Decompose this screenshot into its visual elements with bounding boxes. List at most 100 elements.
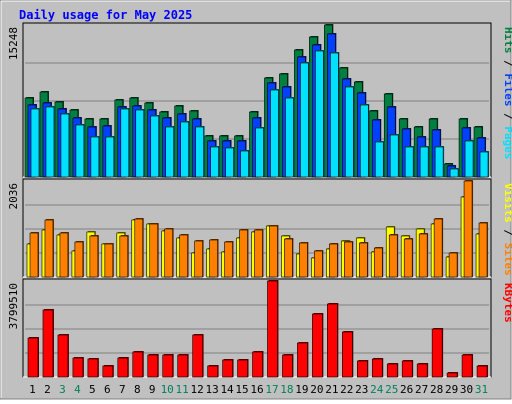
bar-kbytes-day-15	[237, 359, 248, 378]
x-tick-label-1: 1	[29, 383, 36, 396]
bar-kbytes-day-20	[312, 313, 323, 378]
x-tick-label-21: 21	[325, 383, 338, 396]
bar-pages-day-20	[315, 50, 324, 178]
legend: KBytes	[502, 283, 512, 323]
bar-pages-day-16	[255, 127, 264, 178]
bar-kbytes-day-28	[431, 328, 443, 378]
x-tick-label-15: 15	[235, 383, 248, 396]
legend-item-sites: Sites	[502, 243, 512, 276]
bar-kbytes-day-11	[177, 354, 188, 378]
x-tick-label-12: 12	[191, 383, 204, 396]
bar-sites-day-13	[209, 239, 218, 278]
bar-kbytes-day-1	[27, 337, 39, 378]
bar-sites-day-1	[29, 232, 39, 278]
bar-sites-day-24	[373, 247, 383, 278]
bar-sites-day-16	[254, 229, 263, 278]
bar-pages-day-13	[210, 146, 219, 178]
bar-pages-day-8	[135, 109, 145, 178]
bar-pages-day-11	[180, 121, 189, 178]
legend-separator: /	[502, 54, 512, 74]
bar-kbytes-day-4	[72, 357, 84, 378]
x-tick-label-7: 7	[119, 383, 126, 396]
bar-pages-day-18	[285, 97, 294, 178]
bar-kbytes-day-2	[42, 309, 54, 378]
x-tick-label-17: 17	[265, 383, 278, 396]
chart-panel-2: 2036 Visits / Sites	[7, 178, 512, 278]
x-tick-label-6: 6	[104, 383, 111, 396]
bar-sites-day-23	[358, 242, 368, 278]
x-tick-label-31: 31	[475, 383, 488, 396]
bar-kbytes-day-9	[147, 354, 159, 378]
bar-pages-day-10	[165, 126, 175, 178]
legend: Hits / Files / Pages	[502, 27, 512, 160]
x-tick-label-19: 19	[295, 383, 308, 396]
bar-sites-day-29	[448, 252, 458, 278]
bar-kbytes-day-30	[461, 354, 473, 378]
bar-pages-day-26	[404, 146, 414, 178]
x-tick-label-29: 29	[445, 383, 458, 396]
bar-pages-day-2	[45, 106, 55, 178]
bar-sites-day-25	[388, 234, 398, 278]
bar-sites-day-21	[329, 243, 338, 278]
bar-pages-day-3	[60, 113, 70, 178]
x-tick-label-8: 8	[134, 383, 141, 396]
bar-sites-day-26	[403, 238, 413, 278]
bar-sites-day-3	[59, 232, 69, 278]
bar-pages-day-31	[479, 151, 489, 178]
bar-sites-day-18	[284, 238, 293, 278]
bar-kbytes-day-18	[282, 354, 293, 378]
x-tick-label-11: 11	[176, 383, 189, 396]
bar-kbytes-day-5	[87, 358, 99, 378]
x-tick-label-14: 14	[220, 383, 234, 396]
bar-kbytes-day-31	[476, 365, 488, 378]
bar-kbytes-day-17	[267, 280, 278, 378]
x-tick-label-22: 22	[340, 383, 353, 396]
bar-sites-day-4	[74, 241, 84, 278]
chart-panel-3: 3799510 KBytes	[7, 278, 512, 378]
bar-kbytes-day-14	[222, 359, 233, 378]
bar-sites-day-28	[433, 218, 443, 278]
legend-item-visits: Visits	[502, 183, 512, 223]
bar-sites-day-31	[478, 222, 488, 278]
x-tick-label-13: 13	[205, 383, 218, 396]
bar-kbytes-day-16	[252, 351, 263, 378]
bar-pages-day-7	[120, 108, 130, 178]
x-tick-label-2: 2	[44, 383, 51, 396]
bar-sites-day-8	[134, 218, 144, 278]
bar-pages-day-25	[389, 134, 399, 178]
legend-separator: /	[502, 223, 512, 243]
x-tick-label-20: 20	[310, 383, 323, 396]
bar-pages-day-6	[105, 136, 115, 178]
bar-sites-day-6	[104, 243, 114, 278]
x-tick-label-28: 28	[430, 383, 443, 396]
bar-pages-day-21	[330, 52, 339, 178]
bar-pages-day-14	[225, 147, 234, 178]
bar-pages-day-19	[300, 62, 309, 178]
bar-kbytes-day-8	[132, 351, 144, 378]
bar-pages-day-15	[240, 150, 249, 178]
bar-sites-day-5	[89, 235, 99, 278]
bar-kbytes-day-19	[297, 342, 308, 378]
bar-kbytes-day-10	[162, 354, 174, 378]
bar-kbytes-day-12	[192, 334, 203, 378]
bar-pages-day-27	[419, 146, 429, 178]
bar-sites-day-7	[119, 235, 129, 278]
bar-kbytes-day-27	[416, 363, 428, 378]
y-max-label: 2036	[7, 183, 20, 210]
legend-item-hits: Hits	[502, 27, 512, 54]
bar-kbytes-day-21	[327, 303, 338, 378]
bar-sites-day-2	[44, 219, 54, 278]
x-tick-label-5: 5	[89, 383, 96, 396]
bar-pages-day-23	[359, 104, 369, 178]
bar-sites-day-20	[314, 250, 323, 278]
bar-kbytes-day-13	[207, 365, 218, 378]
bar-pages-day-30	[464, 140, 474, 178]
legend-item-kbytes: KBytes	[502, 283, 512, 323]
bar-sites-day-14	[224, 241, 233, 278]
legend: Visits / Sites	[502, 183, 512, 276]
x-tick-label-3: 3	[59, 383, 66, 396]
bar-pages-day-1	[30, 108, 40, 178]
bar-sites-day-30	[463, 180, 473, 278]
bar-sites-day-22	[344, 241, 353, 278]
